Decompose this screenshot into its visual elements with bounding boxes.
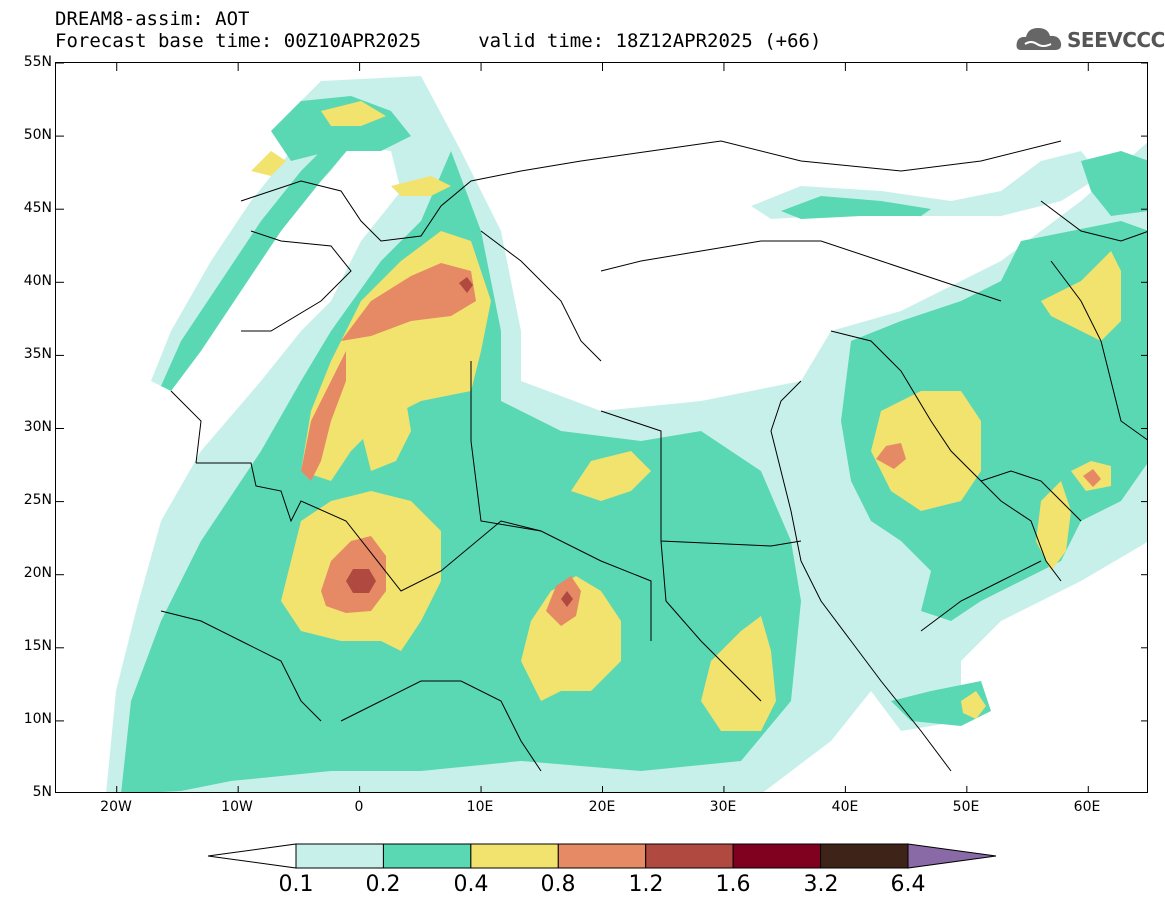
lat-label-25n: 25N — [23, 492, 52, 508]
lat-label-5n: 5N — [32, 784, 52, 800]
lat-label-30n: 30N — [23, 419, 52, 435]
colorbar-label: 0.1 — [278, 872, 314, 897]
colorbar-boxes — [295, 843, 909, 869]
aot-map — [55, 62, 1148, 793]
colorbar-label: 3.2 — [803, 872, 839, 897]
lon-label-60e: 60E — [1073, 799, 1101, 815]
lat-label-35n: 35N — [23, 346, 52, 362]
colorbar-box — [382, 843, 472, 869]
colorbar-label: 6.4 — [890, 872, 926, 897]
aot-fields — [106, 76, 1147, 792]
lat-label-50n: 50N — [23, 127, 52, 143]
lon-label-0: 0 — [354, 799, 364, 815]
lat-label-10n: 10N — [23, 711, 52, 727]
lon-label-30e: 30E — [709, 799, 737, 815]
map-title: DREAM8-assim: AOT — [55, 8, 250, 30]
lat-label-45n: 45N — [23, 200, 52, 216]
colorbar-label: 0.8 — [540, 872, 576, 897]
lon-label-40e: 40E — [831, 799, 859, 815]
aot-1.2-areas — [346, 277, 573, 607]
logo-text: SEEVCCC — [1067, 28, 1165, 52]
lat-label-20n: 20N — [23, 565, 52, 581]
colorbar-box — [295, 843, 384, 869]
aot-0.2-areas — [121, 96, 1147, 792]
axis-ticks — [56, 63, 1147, 792]
country-borders — [160, 140, 1147, 772]
colorbar-label: 0.2 — [365, 872, 401, 897]
colorbar-box — [557, 843, 647, 869]
colorbar-label: 1.6 — [715, 872, 751, 897]
colorbar-label: 1.2 — [628, 872, 664, 897]
aot-contour-map — [56, 63, 1147, 792]
lat-label-40n: 40N — [23, 273, 52, 289]
lat-label-15n: 15N — [23, 638, 52, 654]
lon-label-10w: 10W — [221, 799, 253, 815]
lon-label-20w: 20W — [100, 799, 132, 815]
lat-label-55n: 55N — [23, 54, 52, 70]
colorbar-box — [470, 843, 559, 869]
colorbar-box — [820, 843, 909, 869]
seevccc-logo: SEEVCCC — [1015, 22, 1165, 58]
colorbar-box — [645, 843, 734, 869]
colorbar-box — [732, 843, 822, 869]
lon-label-10e: 10E — [466, 799, 494, 815]
colorbar-over-triangle — [907, 843, 997, 869]
colorbar-label: 0.4 — [453, 872, 489, 897]
lon-label-50e: 50E — [952, 799, 980, 815]
lon-label-20e: 20E — [588, 799, 616, 815]
cloud-icon — [1016, 28, 1062, 50]
forecast-time-line: Forecast base time: 00Z10APR2025 valid t… — [55, 30, 822, 52]
colorbar-under-triangle — [207, 843, 297, 869]
